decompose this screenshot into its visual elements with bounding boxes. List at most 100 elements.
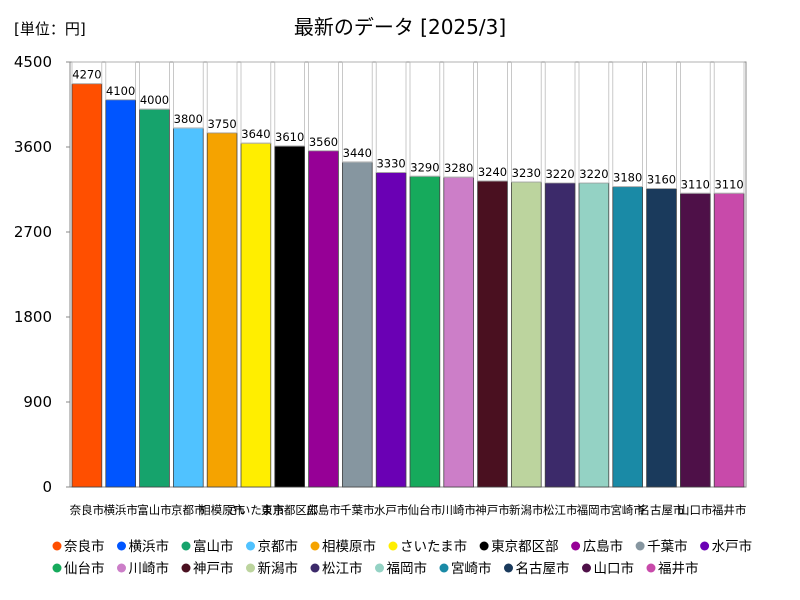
bar [105,99,137,488]
bar-label-box [544,61,576,184]
data-label: 3220 [579,167,608,181]
legend-item: 水戸市 [700,538,752,555]
legend-item: 千葉市 [635,538,688,555]
data-label: 3230 [512,166,541,180]
legend-item: 東京都区部 [479,539,559,555]
legend-item: 横浜市 [117,538,169,555]
y-tick-label: 900 [23,393,52,411]
y-tick-label: 0 [42,478,52,496]
legend-marker [582,563,591,573]
data-label: 3440 [343,146,372,160]
data-label: 3330 [376,157,405,171]
legend-marker [479,541,489,551]
legend-marker [181,563,191,573]
legend-label: 奈良市 [64,538,105,555]
data-label: 3110 [681,177,710,191]
data-label: 4270 [72,68,101,82]
data-label: 3800 [174,112,203,126]
bar [139,108,170,488]
data-label: 4100 [106,84,135,98]
legend-label: 川崎市 [129,560,170,577]
bar-label-box [274,61,305,147]
legend-label: 相模原市 [322,538,376,555]
legend-label: 仙台市 [64,560,105,577]
bar-label-box [71,61,103,85]
data-label: 3160 [647,173,676,187]
legend-label: 東京都区部 [491,539,559,555]
legend-marker [117,563,126,573]
legend-marker [52,563,62,573]
bar [375,172,407,488]
x-tick-label: 名古屋市 [639,503,685,517]
legend-label: 広島市 [583,538,624,555]
legend-item: 宮崎市 [439,560,492,577]
x-tick-label: 富山市 [137,503,172,517]
chart-marks: 0 900 1800 2700 3600 4500 4270 奈良市 4100 横浜市 4000 富山… [14,53,747,517]
bar [71,83,103,488]
legend-marker [388,541,398,551]
x-tick-label: 東京都区部 [261,503,319,517]
data-label: 3750 [207,117,236,131]
bar [172,127,204,488]
bar [206,132,238,488]
legend-item: さいたま市 [388,538,467,555]
chart-title: 最新のデータ [2025/3] [294,15,506,39]
y-tick-label: 1800 [14,308,52,326]
bar [443,176,474,488]
legend-marker [117,541,126,551]
x-tick-label: 松江市 [543,503,578,517]
bar [341,161,373,488]
unit-label: [単位：円] [14,20,86,38]
legend-item: 福岡市 [375,560,427,577]
bar-label-box [680,61,711,194]
bar-label-box [409,61,441,177]
data-label: 3610 [275,130,304,144]
legend-label: 宮崎市 [451,560,492,577]
y-tick-label: 4500 [14,53,52,71]
bar [477,180,508,488]
x-tick-label: 福井市 [712,503,747,517]
legend-marker [310,563,320,573]
x-tick-label: さいたま市 [227,503,284,517]
data-label: 3220 [545,167,574,181]
x-tick-label: 水戸市 [374,503,409,517]
bar-label-box [713,61,745,194]
bar-label-box [375,61,407,173]
bar [240,142,272,488]
legend-item: 名古屋市 [504,560,570,577]
x-tick-label: 広島市 [306,503,341,517]
legend-item: 広島市 [571,538,623,555]
x-tick-label: 横浜市 [103,503,138,517]
legend-label: 京都市 [258,538,299,555]
bar-label-box [578,61,610,184]
bar-label-box [443,61,474,178]
legend-label: 松江市 [322,560,363,577]
y-tick-label: 3600 [14,138,52,156]
legend-label: 水戸市 [712,538,753,555]
legend-label: 富山市 [193,538,234,555]
legend-label: 神戸市 [193,560,234,577]
bar-label-box [172,61,204,129]
x-tick-label: 奈良市 [70,503,105,517]
legend-item: 京都市 [246,538,298,555]
legend-label: 山口市 [594,560,635,577]
bar-label-box [477,61,508,182]
data-label: 4000 [140,93,169,107]
legend-marker [571,541,581,551]
bar [544,182,576,488]
legend-marker [246,541,255,551]
legend-marker [375,563,384,573]
data-label: 3240 [478,165,507,179]
plot-area [69,61,747,488]
data-label: 3180 [613,171,642,185]
legend-label: 福岡市 [387,560,428,577]
legend-item: 仙台市 [52,560,105,577]
legend-item: 松江市 [310,560,363,577]
x-tick-label: 神戸市 [475,503,510,517]
legend-item: 富山市 [181,538,234,555]
bar-label-box [139,61,170,110]
legend-item: 福井市 [646,560,699,577]
legend-label: 福井市 [658,560,699,577]
